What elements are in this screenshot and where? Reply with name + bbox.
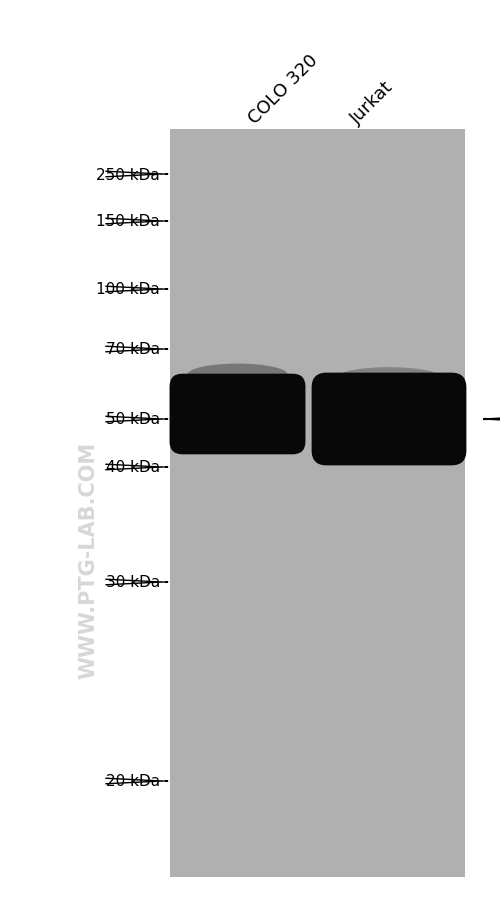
Ellipse shape [336,368,442,390]
Text: WWW.PTG-LAB.COM: WWW.PTG-LAB.COM [78,441,98,677]
Text: 30 kDa: 30 kDa [106,575,160,590]
Text: 50 kDa: 50 kDa [106,412,160,427]
Text: 100 kDa: 100 kDa [96,282,160,297]
Ellipse shape [188,364,288,386]
Text: 150 kDa: 150 kDa [96,215,160,229]
Bar [170,130,465,877]
FancyBboxPatch shape [312,373,466,465]
Text: 250 kDa: 250 kDa [96,167,160,182]
FancyBboxPatch shape [170,374,306,455]
Text: COLO 320: COLO 320 [246,51,322,128]
Text: Jurkat: Jurkat [348,78,397,128]
Text: 70 kDa: 70 kDa [106,342,160,357]
Text: 20 kDa: 20 kDa [106,774,160,788]
Text: 40 kDa: 40 kDa [106,460,160,475]
